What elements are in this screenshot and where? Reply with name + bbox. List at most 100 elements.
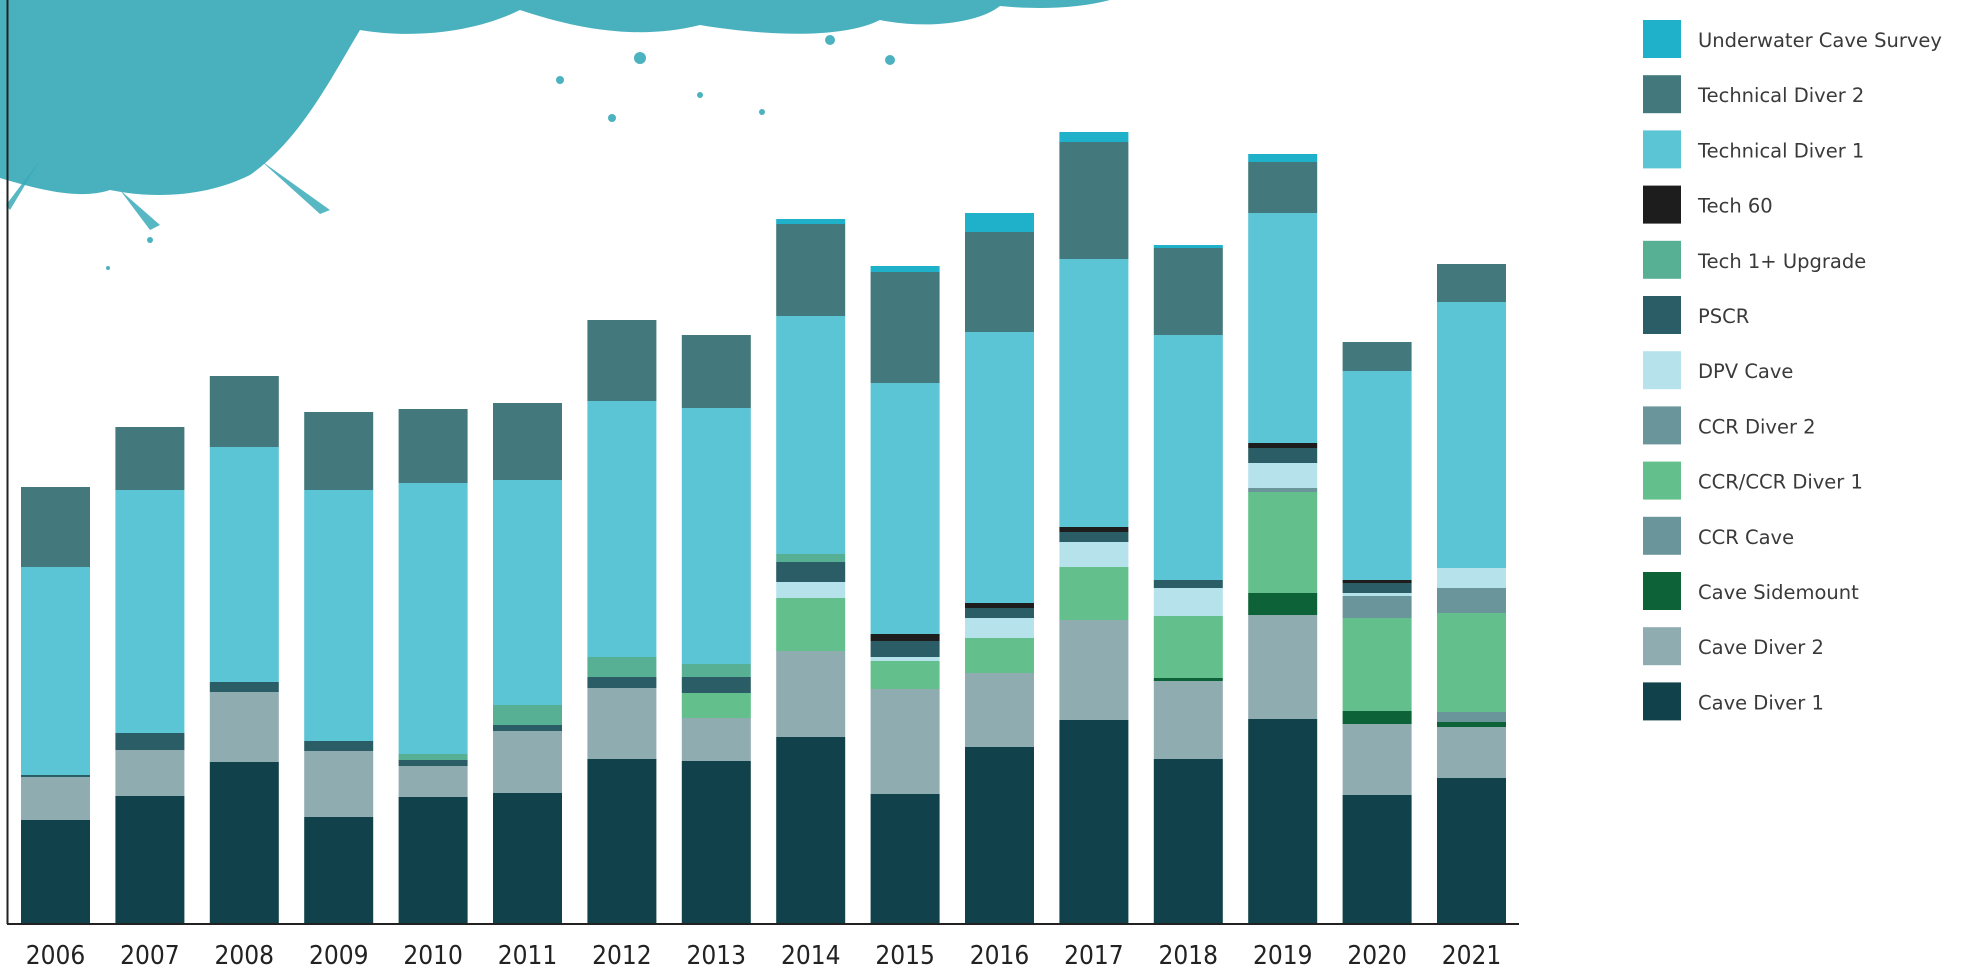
x-tick-label: 2016 — [970, 941, 1030, 967]
bar-segment — [776, 651, 846, 737]
bar-segment — [21, 567, 90, 775]
bar-segment — [115, 427, 185, 490]
legend-label: Tech 60 — [1697, 195, 1773, 218]
legend-label: Technical Diver 1 — [1697, 139, 1864, 162]
bar-segment — [1342, 795, 1412, 923]
bar-segment — [1248, 463, 1318, 488]
bar-segment — [681, 677, 751, 693]
legend-swatch — [1643, 461, 1681, 500]
bar-segment — [1248, 213, 1318, 443]
bar-segment — [1248, 162, 1318, 213]
bar-segment — [398, 760, 468, 766]
bar-segment — [965, 332, 1034, 603]
legend-label: Technical Diver 2 — [1697, 84, 1864, 107]
bar-segment — [493, 793, 562, 923]
bar-segment — [870, 661, 940, 689]
bar-segment — [776, 219, 846, 224]
bar-segment — [1342, 593, 1412, 596]
legend-label: CCR Cave — [1698, 526, 1794, 549]
bar-segment — [115, 490, 185, 733]
bar-segment — [587, 401, 657, 657]
bar-segment — [1437, 722, 1506, 727]
legend-label: Underwater Cave Survey — [1698, 29, 1942, 52]
bar-segment — [1248, 719, 1318, 923]
bar-segment — [1437, 778, 1506, 923]
bar-segment — [776, 737, 846, 923]
bar-segment — [1437, 264, 1506, 302]
legend-label: CCR/CCR Diver 1 — [1698, 471, 1863, 494]
bar-segment — [1437, 302, 1506, 568]
splash-streak — [6, 160, 40, 210]
bar-segment — [965, 213, 1034, 232]
bar-segment — [776, 224, 846, 316]
bar-segment — [1342, 618, 1412, 711]
bar-segment — [870, 657, 940, 661]
bar-segment — [1248, 492, 1318, 593]
bar-segment — [304, 751, 374, 817]
decorative-splash — [0, 0, 1110, 270]
bar-segment — [493, 403, 562, 480]
bar-segment — [1342, 596, 1412, 618]
bar-segment — [587, 657, 657, 677]
splash-drop — [608, 114, 616, 122]
bar-segment — [1059, 259, 1129, 527]
bar-segment — [681, 718, 751, 761]
bar-segment — [587, 320, 657, 401]
bar-segment — [1153, 588, 1223, 616]
x-tick-label: 2012 — [592, 941, 652, 967]
bar-segment — [870, 634, 940, 641]
bar-segment — [493, 480, 562, 705]
bar-segment — [681, 693, 751, 718]
bar-segment — [1248, 615, 1318, 719]
bar-segment — [965, 673, 1034, 747]
bar-segment — [1153, 248, 1223, 335]
bar-segment — [1153, 580, 1223, 588]
x-tick-labels: 2006 2007 2008 2009 2010 2011 2012 2013 2014 2015… — [26, 941, 1502, 967]
bar-segment — [1153, 616, 1223, 678]
x-tick-label: 2007 — [120, 941, 180, 967]
bar-segment — [209, 682, 279, 692]
x-tick-label: 2015 — [875, 941, 935, 967]
bar-segment — [870, 794, 940, 923]
bar-segment — [21, 487, 90, 567]
legend-label: Cave Diver 2 — [1698, 636, 1824, 659]
legend-swatch — [1643, 75, 1681, 114]
legend-label: Cave Diver 1 — [1698, 691, 1824, 714]
bar-segment — [209, 692, 279, 762]
bar-segment — [870, 383, 940, 634]
splash-drop — [825, 35, 835, 45]
bar-segment — [21, 820, 90, 923]
legend-swatch — [1643, 185, 1681, 224]
bar-segment — [965, 232, 1034, 332]
splash-drop — [759, 109, 765, 115]
bar-segment — [1342, 342, 1412, 371]
bar-segment — [1248, 154, 1318, 162]
bar-segment — [209, 447, 279, 682]
legend-swatch — [1643, 130, 1681, 169]
legend-swatch — [1643, 406, 1681, 445]
bar-segment — [493, 705, 562, 725]
legend-swatch — [1643, 572, 1681, 610]
bar-segment — [1059, 132, 1129, 142]
bar-segment — [681, 335, 751, 408]
splash-drop — [106, 266, 110, 270]
legend-swatch — [1643, 296, 1681, 334]
bar-segment — [21, 777, 90, 820]
bar-segment — [1248, 448, 1318, 463]
legend-swatch — [1643, 20, 1681, 58]
bar-segment — [1059, 142, 1129, 259]
bar-segment — [115, 733, 185, 750]
bar-segment — [493, 731, 562, 793]
axes-layer — [6, 0, 1519, 925]
legend-label: CCR Diver 2 — [1698, 415, 1816, 438]
splash-drop — [634, 52, 646, 64]
bar-segment — [1153, 681, 1223, 759]
bar-segment — [1248, 443, 1318, 448]
x-tick-label: 2019 — [1253, 941, 1313, 967]
x-tick-label: 2010 — [403, 941, 463, 967]
splash-drop — [147, 237, 153, 243]
bar-segment — [304, 741, 374, 751]
legend-label: Tech 1+ Upgrade — [1697, 250, 1866, 273]
x-tick-label: 2009 — [309, 941, 369, 967]
bar-segment — [1342, 580, 1412, 583]
